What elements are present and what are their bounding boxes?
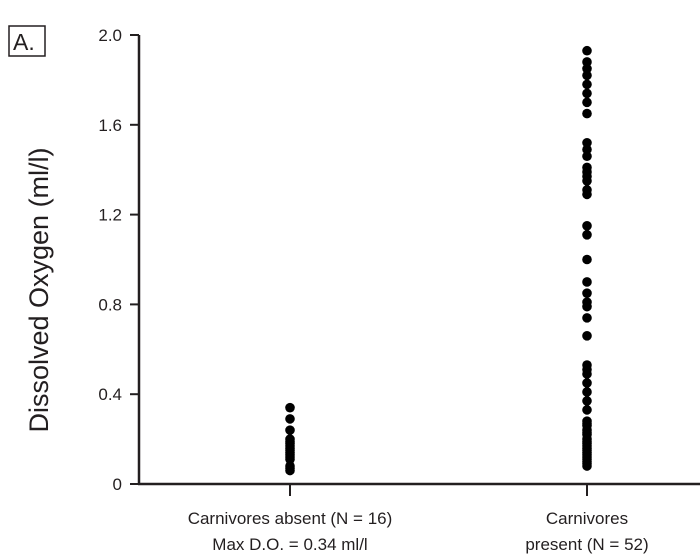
data-points xyxy=(285,45,592,476)
y-axis-label: Dissolved Oxygen (ml/l) xyxy=(24,147,54,432)
y-tick-label: 2.0 xyxy=(98,26,122,45)
data-point xyxy=(582,230,592,240)
data-point xyxy=(582,151,592,162)
y-tick-label: 0.8 xyxy=(98,295,122,314)
data-point xyxy=(582,277,592,287)
data-point xyxy=(285,465,295,476)
data-point xyxy=(582,387,592,397)
data-point xyxy=(285,402,295,413)
y-tick-label: 0.4 xyxy=(98,385,122,404)
panel-label-box xyxy=(8,25,46,57)
data-point xyxy=(582,405,592,415)
data-point xyxy=(582,88,592,99)
data-point xyxy=(582,369,592,379)
data-point xyxy=(582,461,592,471)
data-point xyxy=(582,57,592,67)
data-point xyxy=(582,288,592,298)
y-tick-label: 1.2 xyxy=(98,206,122,225)
category-labels: Carnivores absent (N = 16) Max D.O. = 0.3… xyxy=(188,509,649,554)
x-ticks xyxy=(289,484,588,496)
data-point xyxy=(582,221,592,231)
data-point xyxy=(582,176,592,186)
category-label: Carnivores xyxy=(546,509,628,528)
category-label: Max D.O. = 0.34 ml/l xyxy=(212,535,367,554)
data-point xyxy=(582,97,592,108)
data-point xyxy=(582,70,592,81)
data-point xyxy=(582,331,592,341)
data-point xyxy=(285,414,295,424)
data-point xyxy=(582,378,592,388)
data-point xyxy=(582,313,592,323)
data-point xyxy=(582,45,592,56)
data-point xyxy=(582,108,592,119)
y-ticks: 0 0.4 0.8 1.2 1.6 2.0 xyxy=(98,26,139,494)
data-point xyxy=(582,63,592,74)
data-point xyxy=(285,454,295,465)
data-point xyxy=(582,137,592,148)
category-label: Carnivores absent (N = 16) xyxy=(188,509,393,528)
data-point xyxy=(582,396,592,406)
data-point xyxy=(582,144,592,155)
data-point xyxy=(582,189,592,200)
data-point xyxy=(582,427,592,438)
panel-label: A. xyxy=(13,29,35,55)
data-point xyxy=(582,254,592,265)
data-point xyxy=(582,79,592,90)
y-tick-label: 1.6 xyxy=(98,116,122,135)
y-tick-label: 0 xyxy=(113,475,122,494)
category-label: present (N = 52) xyxy=(525,535,648,554)
data-point xyxy=(285,425,295,435)
data-point xyxy=(582,301,592,312)
data-point xyxy=(582,436,592,447)
data-point xyxy=(582,418,592,429)
